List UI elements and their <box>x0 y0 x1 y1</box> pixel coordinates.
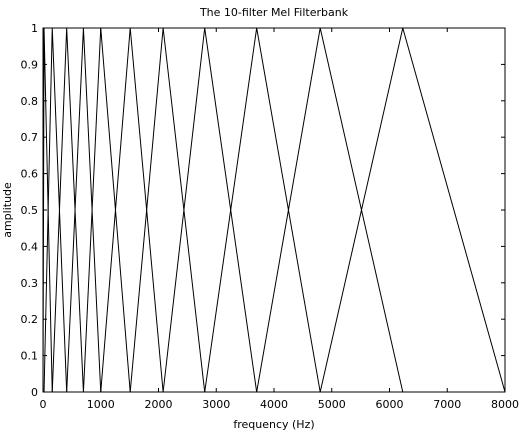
y-tick-label: 0.6 <box>21 168 39 181</box>
filter-7-line <box>129 27 206 393</box>
x-tick-label: 8000 <box>491 398 519 411</box>
x-tick-label: 4000 <box>260 398 288 411</box>
x-tick-label: 1000 <box>87 398 115 411</box>
x-tick-label: 3000 <box>202 398 230 411</box>
y-axis-title: amplitude <box>1 182 14 238</box>
plot-frame <box>42 27 506 393</box>
x-tick-label: 5000 <box>318 398 346 411</box>
y-tick-label: 0.5 <box>21 204 39 217</box>
y-tick-label: 0.2 <box>21 313 39 326</box>
filter-3-line <box>51 27 84 393</box>
x-tick-label: 6000 <box>376 398 404 411</box>
filter-2-line <box>43 27 68 393</box>
y-axis: 0 0.1 0.2 0.3 0.4 0.5 0.6 0.7 0.8 0.9 1 <box>21 22 505 399</box>
filter-6-line <box>100 27 164 393</box>
y-tick-label: 0.4 <box>21 240 39 253</box>
y-tick-label: 0.9 <box>21 58 39 71</box>
filter-4-line <box>66 27 102 393</box>
y-tick-label: 0.3 <box>21 277 39 290</box>
y-tick-label: 0 <box>31 386 38 399</box>
chart-title: The 10-filter Mel Filterbank <box>199 6 349 19</box>
y-tick-label: 0.8 <box>21 95 39 108</box>
x-tick-label: 7000 <box>433 398 461 411</box>
y-tick-label: 0.7 <box>21 131 39 144</box>
x-axis: 0 1000 2000 3000 4000 5000 6000 7000 8000 <box>40 28 519 411</box>
x-tick-label: 2000 <box>145 398 173 411</box>
filter-10-line <box>256 27 404 393</box>
x-tick-label: 0 <box>40 398 47 411</box>
y-tick-label: 1 <box>31 22 38 35</box>
y-tick-label: 0.1 <box>21 350 39 363</box>
x-axis-title: frequency (Hz) <box>233 418 314 431</box>
filter-11-line <box>319 27 506 393</box>
filter-8-line <box>162 27 258 393</box>
filter-9-line <box>204 27 321 393</box>
